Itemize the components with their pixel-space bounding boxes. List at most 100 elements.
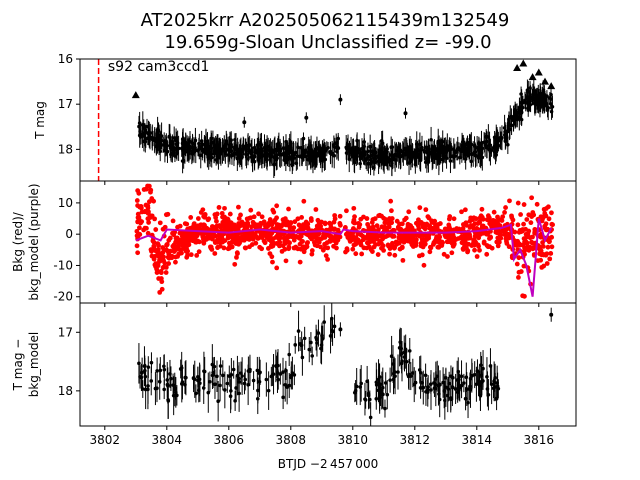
data-point: [525, 95, 530, 99]
data-point: [352, 390, 357, 395]
bkg-point: [521, 202, 527, 207]
bkg-point: [332, 226, 337, 232]
bkg-point: [318, 244, 323, 250]
bkg-point: [333, 236, 339, 242]
data-point: [270, 373, 275, 377]
bkg-point: [391, 245, 397, 251]
data-point: [448, 159, 453, 163]
bkg-point: [270, 259, 275, 265]
data-point: [463, 396, 468, 401]
data-point: [242, 381, 247, 386]
data-point: [328, 334, 333, 338]
data-point: [381, 160, 385, 165]
data-point: [186, 147, 190, 152]
y-axis-label-line2: bkg_model (purple): [27, 183, 41, 300]
bkg-point: [232, 261, 238, 267]
data-point: [243, 377, 248, 382]
panel-top: s92 cam3ccd1 16 17 18 T mag: [33, 52, 577, 185]
bkg-point: [216, 205, 222, 210]
bkg-point: [142, 174, 147, 179]
bkg-point: [518, 212, 523, 217]
bkg-point: [243, 245, 249, 251]
data-point: [292, 373, 297, 377]
bkg-point: [497, 233, 503, 238]
data-point: [332, 153, 337, 158]
data-point: [213, 382, 217, 387]
data-point: [168, 140, 173, 145]
data-point: [255, 368, 260, 373]
data-point: [489, 148, 494, 153]
bkg-point: [531, 212, 537, 218]
bkg-point: [374, 223, 380, 229]
data-point: [349, 147, 353, 152]
data-point: [460, 149, 464, 154]
bkg-point: [246, 215, 252, 221]
data-point: [307, 347, 312, 352]
data-point: [384, 149, 389, 154]
bkg-point: [413, 240, 419, 246]
bkg-point: [510, 217, 516, 223]
data-point: [296, 329, 301, 333]
bkg-point: [151, 243, 157, 249]
bkg-point: [471, 238, 477, 244]
bkg-point: [496, 217, 501, 223]
data-point: [208, 144, 212, 149]
data-point: [237, 150, 242, 155]
data-point: [513, 113, 517, 117]
data-point: [368, 144, 372, 149]
data-point: [159, 134, 164, 138]
y-tick-label: 18: [58, 142, 73, 156]
bkg-point: [309, 251, 315, 257]
bkg-point: [155, 251, 161, 257]
y-axis-label-line2: bkg_model: [27, 332, 41, 398]
data-point: [397, 346, 402, 350]
data-point: [255, 151, 259, 155]
bkg-point: [236, 216, 242, 221]
bkg-point: [516, 255, 522, 261]
y-tick-label: 16: [58, 52, 73, 66]
bkg-point: [220, 214, 225, 220]
bkg-point: [549, 210, 554, 216]
bkg-point: [234, 254, 239, 260]
bkg-point: [503, 230, 509, 236]
bkg-point: [348, 234, 354, 239]
bkg-point: [376, 213, 382, 219]
bkg-point: [478, 213, 484, 219]
data-point: [197, 377, 202, 382]
bkg-point: [158, 270, 164, 276]
data-point: [140, 387, 145, 391]
bkg-point: [520, 242, 526, 248]
bkg-point: [227, 221, 233, 227]
bkg-point: [523, 238, 528, 244]
data-point: [223, 388, 227, 392]
bkg-point: [191, 221, 197, 226]
bkg-point: [217, 223, 222, 228]
bkg-point: [287, 240, 292, 246]
y-tick-label: -20: [53, 290, 73, 304]
data-point: [403, 146, 408, 151]
data-point: [520, 100, 524, 105]
bkg-point: [495, 243, 501, 249]
data-point: [418, 157, 423, 161]
bkg-point: [313, 207, 319, 212]
bkg-point: [379, 245, 384, 251]
bkg-point: [409, 225, 415, 231]
bkg-point: [358, 242, 364, 248]
figure-title-line1: AT2025krr A202505062115439m132549: [141, 10, 510, 31]
data-point: [157, 379, 162, 384]
bkg-point: [389, 216, 395, 221]
bkg-point: [425, 214, 431, 220]
bkg-point: [163, 270, 169, 275]
bkg-point: [515, 238, 521, 244]
data-point: [491, 386, 496, 391]
bkg-point: [344, 208, 349, 214]
bkg-point: [212, 212, 218, 218]
bkg-point: [158, 276, 164, 281]
data-point: [511, 118, 516, 123]
data-point: [436, 141, 440, 145]
data-point: [188, 144, 192, 149]
data-point: [228, 394, 233, 398]
data-point: [481, 366, 485, 371]
bkg-point: [200, 234, 206, 240]
bkg-point: [541, 263, 547, 269]
